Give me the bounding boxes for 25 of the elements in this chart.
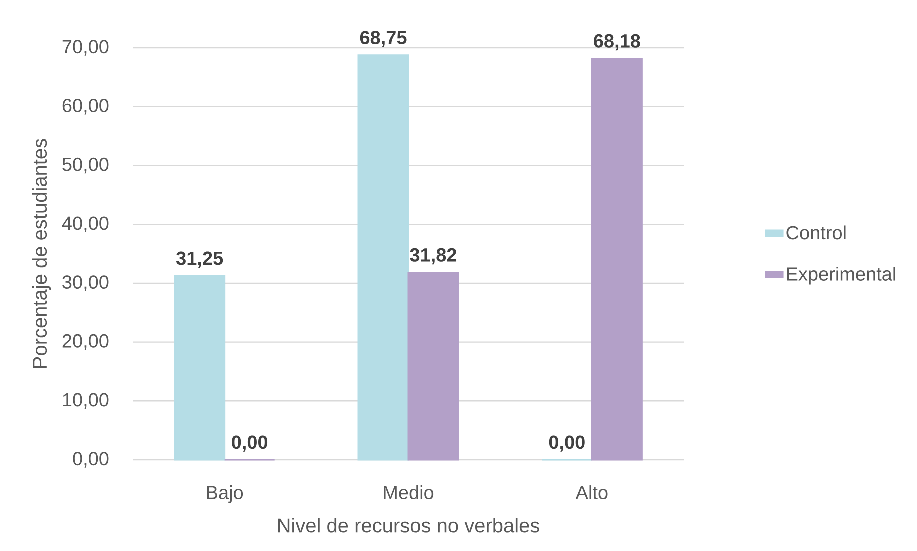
data-label: 68,18 bbox=[594, 34, 640, 51]
y-tick-label: 60,00 bbox=[62, 99, 109, 115]
x-tick-label: Alto bbox=[576, 486, 608, 500]
y-tick-label: 0,00 bbox=[73, 452, 109, 468]
bar bbox=[174, 275, 226, 461]
legend-label: Experimental bbox=[787, 266, 896, 285]
y-tick-label: 70,00 bbox=[62, 40, 109, 56]
y-tick-label: 10,00 bbox=[63, 393, 109, 409]
y-tick-label: 50,00 bbox=[62, 158, 109, 174]
data-label: 31,82 bbox=[410, 248, 457, 265]
bar bbox=[591, 58, 643, 461]
bar bbox=[408, 272, 460, 461]
y-tick-label: 40,00 bbox=[62, 216, 109, 232]
data-label: 31,25 bbox=[176, 252, 224, 268]
x-tick-label: Medio bbox=[384, 486, 434, 500]
y-axis-title: Porcentaje de estudiantes bbox=[32, 139, 52, 368]
x-axis-title: Nivel de recursos no verbales bbox=[278, 518, 540, 533]
data-label: 0,00 bbox=[549, 436, 585, 452]
data-label: 0,00 bbox=[232, 436, 268, 452]
data-label: 68,75 bbox=[360, 31, 407, 48]
y-tick-label: 30,00 bbox=[62, 276, 109, 292]
legend-label: Control bbox=[786, 226, 846, 240]
x-tick-label: Bajo bbox=[207, 486, 244, 504]
bar bbox=[358, 54, 410, 461]
y-tick-label: 20,00 bbox=[62, 334, 109, 350]
